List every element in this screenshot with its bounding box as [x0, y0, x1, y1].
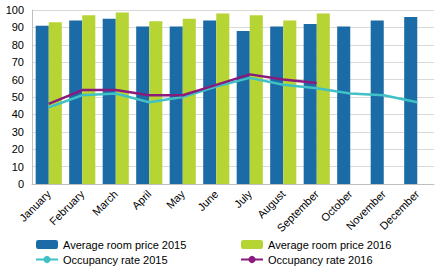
- svg-text:January: January: [16, 187, 53, 224]
- svg-text:Occupancy rate 2016: Occupancy rate 2016: [268, 254, 373, 266]
- svg-text:60: 60: [12, 74, 24, 86]
- svg-text:Average room price 2016: Average room price 2016: [268, 239, 391, 251]
- svg-text:100: 100: [6, 4, 24, 16]
- svg-text:Occupancy rate 2015: Occupancy rate 2015: [63, 254, 168, 266]
- svg-text:December: December: [377, 188, 422, 233]
- svg-text:June: June: [195, 188, 220, 213]
- svg-text:July: July: [232, 187, 255, 210]
- svg-text:20: 20: [12, 143, 24, 155]
- svg-text:90: 90: [12, 21, 24, 33]
- svg-text:Average room price 2015: Average room price 2015: [63, 239, 186, 251]
- svg-text:August: August: [255, 188, 288, 221]
- svg-text:30: 30: [12, 126, 24, 138]
- svg-text:40: 40: [12, 108, 24, 120]
- svg-text:70: 70: [12, 56, 24, 68]
- svg-text:80: 80: [12, 39, 24, 51]
- svg-text:September: September: [275, 188, 322, 235]
- svg-text:February: February: [47, 187, 87, 227]
- svg-text:March: March: [90, 188, 120, 218]
- svg-text:November: November: [343, 187, 388, 233]
- svg-text:April: April: [129, 188, 153, 212]
- svg-text:10: 10: [12, 161, 24, 173]
- svg-text:0: 0: [18, 178, 24, 190]
- svg-text:May: May: [164, 187, 188, 211]
- svg-text:50: 50: [12, 91, 24, 103]
- svg-text:October: October: [318, 187, 355, 224]
